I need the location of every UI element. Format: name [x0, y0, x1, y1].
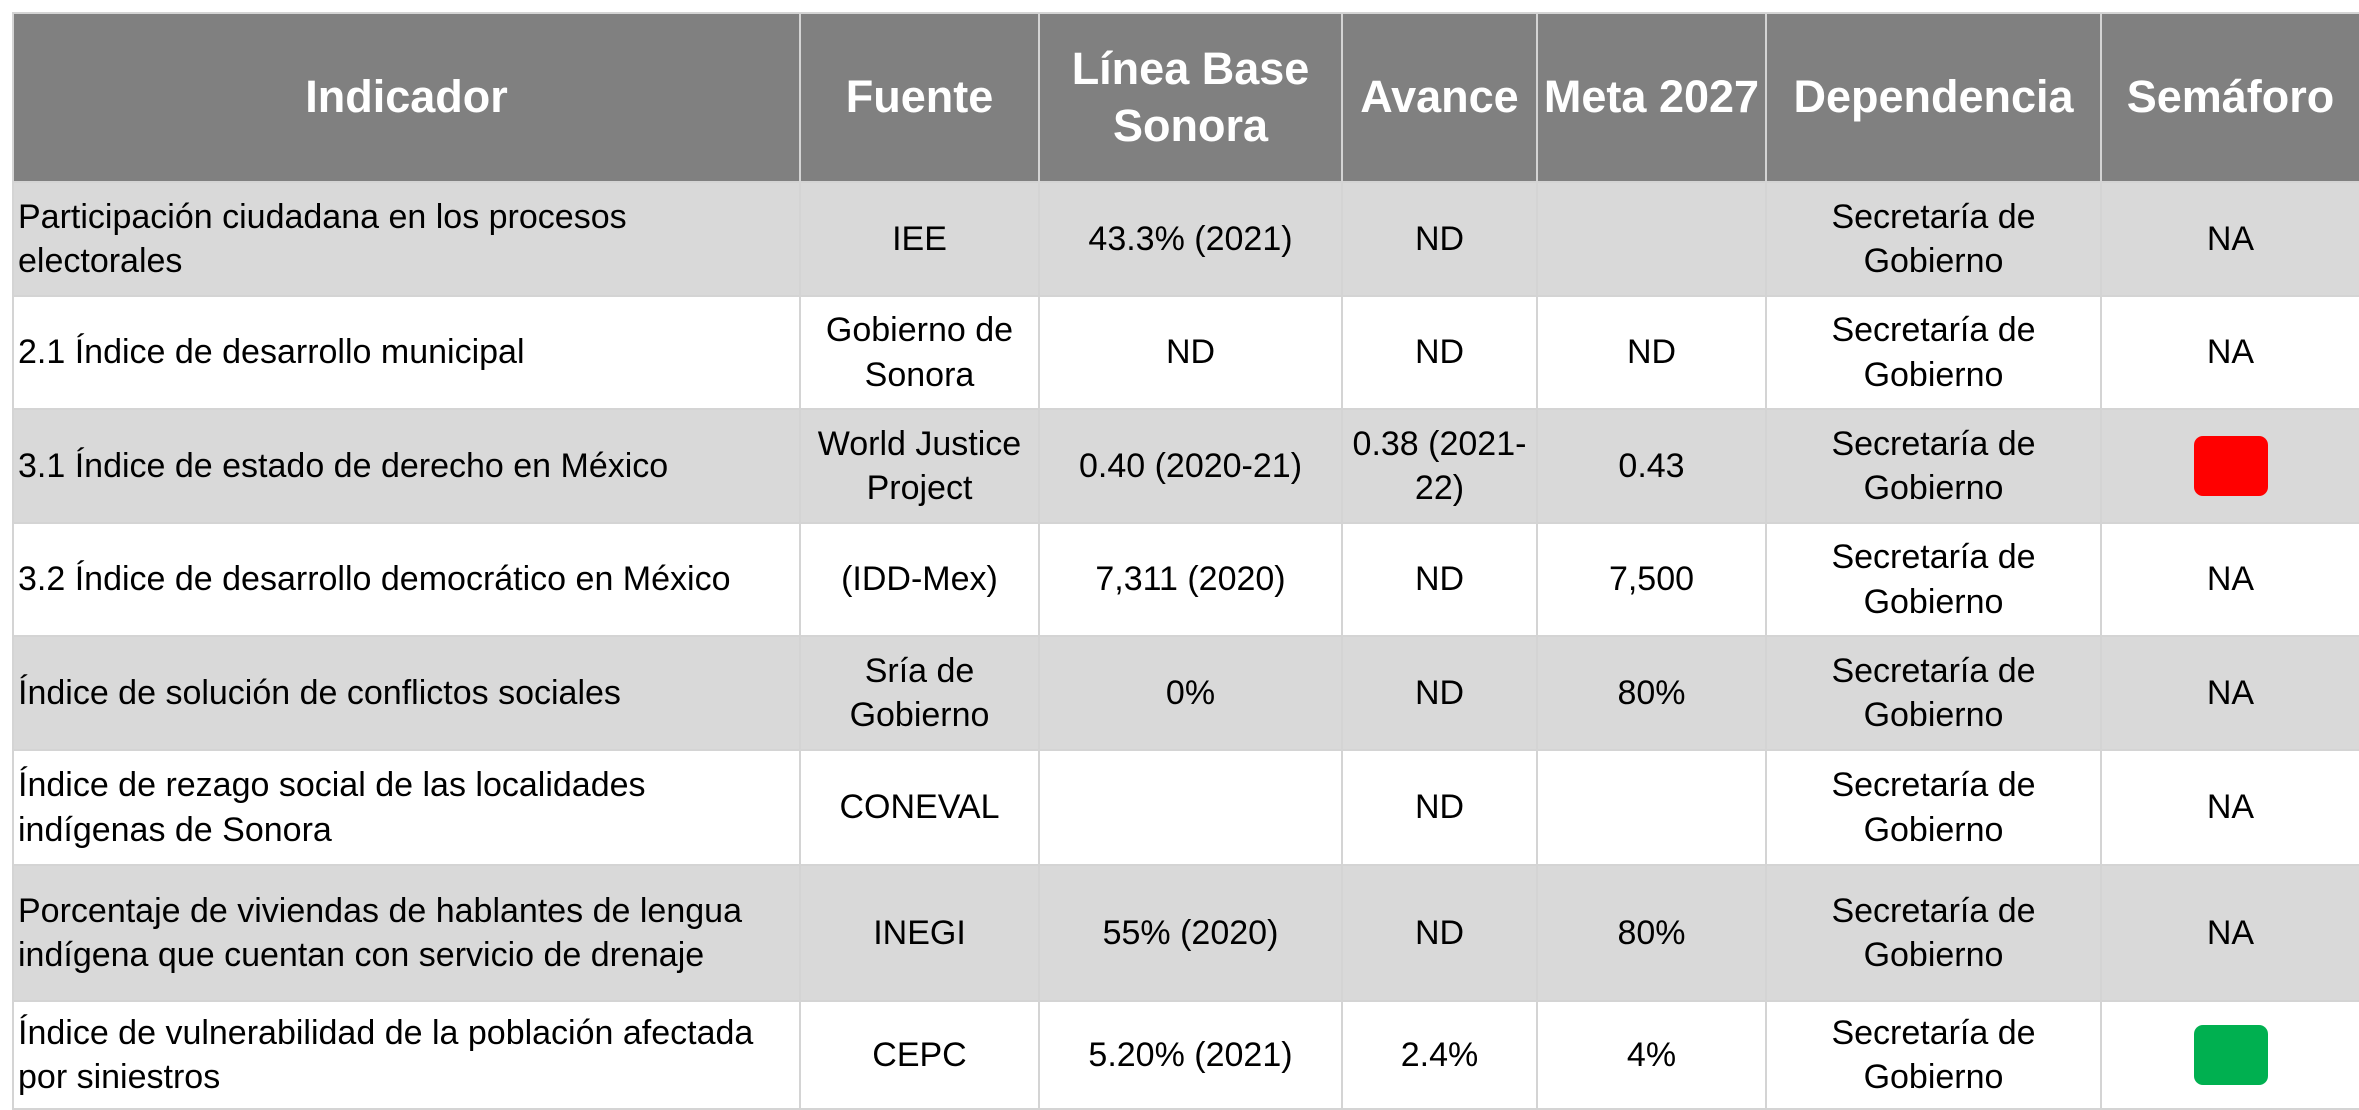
cell: 0% — [1038, 635, 1343, 751]
empty-cell — [1536, 749, 1767, 866]
cell: IEE — [799, 181, 1040, 297]
header-cell: Indicador — [12, 12, 801, 183]
cell: ND — [1341, 635, 1538, 751]
header-cell: Fuente — [799, 12, 1040, 183]
table-row: Porcentaje de viviendas de hablantes de … — [12, 864, 2359, 1002]
cell: ND — [1341, 295, 1538, 410]
cell: 5.20% (2021) — [1038, 1000, 1343, 1110]
indicator-cell: Porcentaje de viviendas de hablantes de … — [12, 864, 801, 1002]
cell: 0.40 (2020-21) — [1038, 408, 1343, 524]
status-cell — [2100, 408, 2359, 524]
cell: NA — [2100, 749, 2359, 866]
indicator-cell: Índice de vulnerabilidad de la población… — [12, 1000, 801, 1110]
cell: CONEVAL — [799, 749, 1040, 866]
cell: CEPC — [799, 1000, 1040, 1110]
cell: ND — [1341, 522, 1538, 637]
table-row: Participación ciudadana en los procesos … — [12, 181, 2359, 297]
cell: Gobierno de Sonora — [799, 295, 1040, 410]
indicator-cell: 3.2 Índice de desarrollo democrático en … — [12, 522, 801, 637]
status-light — [2193, 1025, 2268, 1085]
cell: Secretaría de Gobierno — [1765, 295, 2102, 410]
empty-cell — [1536, 181, 1767, 297]
cell: 55% (2020) — [1038, 864, 1343, 1002]
cell: 7,311 (2020) — [1038, 522, 1343, 637]
cell: 80% — [1536, 864, 1767, 1002]
cell: ND — [1341, 749, 1538, 866]
cell: NA — [2100, 635, 2359, 751]
cell: Secretaría de Gobierno — [1765, 749, 2102, 866]
table-body: Participación ciudadana en los procesos … — [12, 181, 2359, 1110]
cell: Secretaría de Gobierno — [1765, 181, 2102, 297]
header-row: Indicador Fuente Línea Base Sonora Avance Me… — [12, 12, 2359, 183]
status-cell — [2100, 1000, 2359, 1110]
cell: ND — [1536, 295, 1767, 410]
header-cell: Semáforo — [2100, 12, 2359, 183]
header-cell: Meta 2027 — [1536, 12, 1767, 183]
cell: ND — [1341, 181, 1538, 297]
cell: Sría de Gobierno — [799, 635, 1040, 751]
indicator-cell: Participación ciudadana en los procesos … — [12, 181, 801, 297]
table-row: Índice de rezago social de las localidad… — [12, 749, 2359, 866]
cell: NA — [2100, 181, 2359, 297]
cell: INEGI — [799, 864, 1040, 1002]
indicator-cell: 2.1 Índice de desarrollo municipal — [12, 295, 801, 410]
cell: 7,500 — [1536, 522, 1767, 637]
cell: Secretaría de Gobierno — [1765, 864, 2102, 1002]
table-row: Índice de vulnerabilidad de la población… — [12, 1000, 2359, 1110]
cell: Secretaría de Gobierno — [1765, 408, 2102, 524]
cell: 0.38 (2021-22) — [1341, 408, 1538, 524]
status-light — [2193, 436, 2268, 496]
cell: 4% — [1536, 1000, 1767, 1110]
cell: NA — [2100, 864, 2359, 1002]
table-row: 3.2 Índice de desarrollo democrático en … — [12, 522, 2359, 637]
header-cell: Avance — [1341, 12, 1538, 183]
cell: (IDD-Mex) — [799, 522, 1040, 637]
indicator-table: Indicador Fuente Línea Base Sonora Avance Me… — [12, 12, 2359, 1110]
cell: 43.3% (2021) — [1038, 181, 1343, 297]
table-row: 3.1 Índice de estado de derecho en Méxic… — [12, 408, 2359, 524]
cell: NA — [2100, 522, 2359, 637]
cell: ND — [1341, 864, 1538, 1002]
cell: Secretaría de Gobierno — [1765, 522, 2102, 637]
indicator-cell: 3.1 Índice de estado de derecho en Méxic… — [12, 408, 801, 524]
cell: 80% — [1536, 635, 1767, 751]
indicator-cell: Índice de rezago social de las localidad… — [12, 749, 801, 866]
header-cell: Dependencia — [1765, 12, 2102, 183]
cell: Secretaría de Gobierno — [1765, 635, 2102, 751]
cell: 0.43 — [1536, 408, 1767, 524]
cell: 2.4% — [1341, 1000, 1538, 1110]
header-cell: Línea Base Sonora — [1038, 12, 1343, 183]
cell: World Justice Project — [799, 408, 1040, 524]
indicator-cell: Índice de solución de conflictos sociale… — [12, 635, 801, 751]
empty-cell — [1038, 749, 1343, 866]
cell: Secretaría de Gobierno — [1765, 1000, 2102, 1110]
cell: NA — [2100, 295, 2359, 410]
cell: ND — [1038, 295, 1343, 410]
table-container: Indicador Fuente Línea Base Sonora Avance Me… — [12, 12, 2359, 1110]
table-row: 2.1 Índice de desarrollo municipal Gobier… — [12, 295, 2359, 410]
table-row: Índice de solución de conflictos sociale… — [12, 635, 2359, 751]
